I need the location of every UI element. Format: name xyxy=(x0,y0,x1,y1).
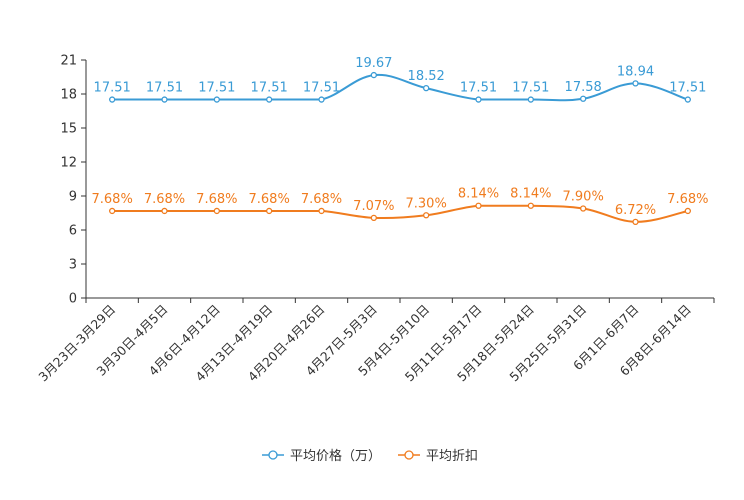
legend[interactable]: 平均价格（万） 平均折扣 xyxy=(262,448,478,464)
data-point[interactable] xyxy=(370,214,377,222)
data-label: 17.51 xyxy=(669,81,706,96)
y-tick-label: 18 xyxy=(60,88,77,103)
data-point[interactable] xyxy=(318,207,325,215)
data-label: 7.68% xyxy=(249,192,290,207)
data-point[interactable] xyxy=(109,207,116,215)
data-label: 17.51 xyxy=(94,81,131,96)
legend-item-1[interactable]: 平均价格（万） xyxy=(262,448,381,464)
data-label: 7.68% xyxy=(301,192,342,207)
y-tick-label: 3 xyxy=(69,258,77,273)
legend-item-2[interactable]: 平均折扣 xyxy=(398,449,478,464)
legend-label: 平均折扣 xyxy=(426,449,478,464)
y-tick-label: 0 xyxy=(69,292,77,307)
data-point[interactable] xyxy=(684,207,691,215)
series-line xyxy=(112,73,689,102)
data-point[interactable] xyxy=(632,218,639,225)
data-label: 17.51 xyxy=(460,81,497,96)
data-point[interactable] xyxy=(109,96,116,103)
data-label: 8.14% xyxy=(458,187,499,202)
data-label: 17.51 xyxy=(512,81,549,96)
y-tick-label: 9 xyxy=(69,190,77,205)
data-point[interactable] xyxy=(580,95,587,102)
y-tick-label: 15 xyxy=(60,122,77,137)
data-label: 17.51 xyxy=(303,81,340,96)
data-label: 7.90% xyxy=(563,189,604,204)
series-line xyxy=(112,204,689,223)
data-point[interactable] xyxy=(318,96,325,103)
data-label: 17.51 xyxy=(251,81,288,96)
data-point[interactable] xyxy=(475,96,482,103)
data-label: 17.51 xyxy=(198,81,235,96)
legend-marker xyxy=(268,450,278,460)
data-point[interactable] xyxy=(213,96,220,103)
data-point[interactable] xyxy=(266,207,273,215)
data-point[interactable] xyxy=(161,207,168,215)
data-label: 18.94 xyxy=(617,64,654,79)
y-tick-label: 6 xyxy=(69,224,77,239)
y-tick-label: 21 xyxy=(60,54,77,69)
data-point[interactable] xyxy=(161,96,168,103)
data-point[interactable] xyxy=(423,84,430,92)
data-label: 7.68% xyxy=(196,192,237,207)
y-tick-label: 12 xyxy=(60,156,77,171)
data-label: 19.67 xyxy=(355,56,392,71)
data-point[interactable] xyxy=(213,207,220,215)
data-point[interactable] xyxy=(423,212,430,219)
data-point[interactable] xyxy=(475,202,482,209)
data-label: 17.51 xyxy=(146,81,183,96)
data-point[interactable] xyxy=(632,80,639,87)
data-label: 17.58 xyxy=(565,80,602,95)
series-layer: 17.51 17.51 17.51 17.51 17.51 19.67 18.52 17.51… xyxy=(92,56,708,225)
data-label: 7.68% xyxy=(144,192,185,207)
data-label: 6.72% xyxy=(615,203,656,218)
data-point[interactable] xyxy=(580,205,587,212)
data-label: 7.68% xyxy=(92,192,133,207)
data-label: 7.30% xyxy=(406,196,447,211)
legend-marker xyxy=(404,450,414,460)
data-point[interactable] xyxy=(266,96,273,103)
data-label: 7.68% xyxy=(667,192,708,207)
data-point[interactable] xyxy=(527,96,534,103)
series-2: 7.68% 7.68% 7.68% 7.68% 7.68% 7.07% 7.30% 8.14%… xyxy=(92,187,708,225)
series-1: 17.51 17.51 17.51 17.51 17.51 19.67 18.52 17.51… xyxy=(94,56,706,103)
data-label: 18.52 xyxy=(408,69,445,84)
data-point[interactable] xyxy=(684,96,691,103)
data-point[interactable] xyxy=(527,202,534,209)
data-label: 8.14% xyxy=(510,187,551,202)
data-label: 7.07% xyxy=(353,199,394,214)
data-point[interactable] xyxy=(370,71,377,79)
legend-label: 平均价格（万） xyxy=(290,448,381,464)
